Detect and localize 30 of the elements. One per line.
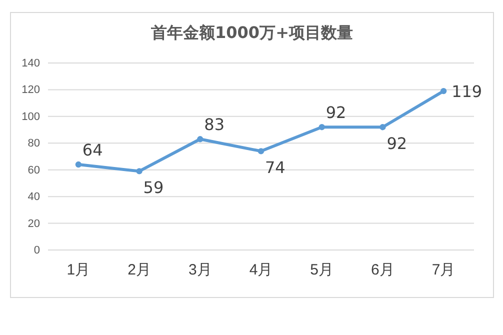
data-label: 74 bbox=[265, 158, 286, 178]
point bbox=[440, 88, 447, 94]
data-label: 83 bbox=[204, 115, 224, 134]
point bbox=[258, 148, 264, 154]
x-tick-label: 7月 bbox=[432, 262, 456, 279]
y-tick-label: 120 bbox=[22, 84, 40, 96]
x-tick-label: 5月 bbox=[310, 262, 334, 279]
y-tick-label: 80 bbox=[28, 138, 40, 150]
y-tick-label: 0 bbox=[34, 244, 40, 257]
chart-title: 首年金额1000万+项目数量 bbox=[150, 23, 353, 42]
point bbox=[136, 168, 142, 174]
data-label: 119 bbox=[452, 82, 482, 102]
y-tick-label: 20 bbox=[28, 218, 40, 230]
x-tick-label: 1月 bbox=[66, 262, 90, 279]
point bbox=[380, 124, 386, 130]
data-label: 92 bbox=[386, 134, 408, 154]
data-label: 64 bbox=[82, 140, 103, 160]
x-tick-label: 4月 bbox=[249, 262, 273, 279]
x-tick-label: 3月 bbox=[188, 262, 212, 279]
data-label: 92 bbox=[326, 103, 346, 122]
y-tick-label: 140 bbox=[22, 58, 40, 70]
point bbox=[75, 161, 82, 168]
y-tick-label: 60 bbox=[28, 164, 40, 176]
point bbox=[318, 124, 325, 130]
data-label: 59 bbox=[143, 178, 164, 198]
x-tick-label: 2月 bbox=[128, 262, 151, 279]
y-tick-label: 100 bbox=[22, 110, 40, 123]
x-tick-label: 6月 bbox=[371, 262, 394, 279]
point bbox=[197, 136, 204, 142]
y-tick-label: 40 bbox=[28, 191, 40, 204]
